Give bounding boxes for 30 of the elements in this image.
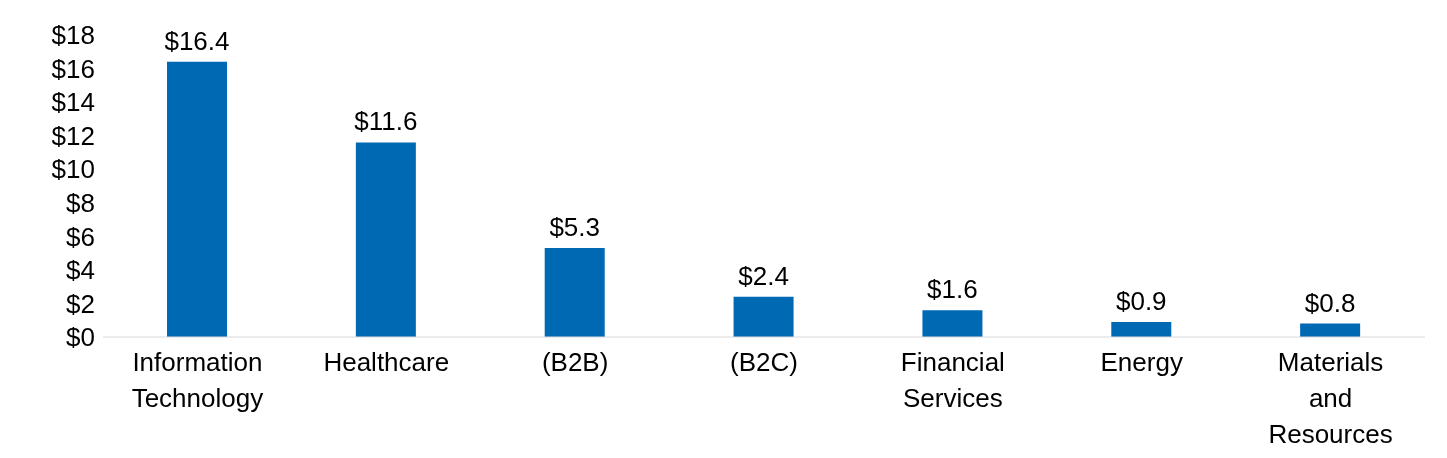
y-tick-label: $18 <box>51 20 95 51</box>
y-tick-label: $10 <box>51 154 95 185</box>
bar <box>1111 321 1172 337</box>
data-label: $2.4 <box>738 260 789 291</box>
y-tick-label: $6 <box>66 221 95 252</box>
x-tick-label: (B2C) <box>730 347 798 377</box>
y-tick-label: $4 <box>66 255 95 286</box>
bar <box>167 61 227 337</box>
y-tick-label: $2 <box>66 288 95 319</box>
data-label: $11.6 <box>354 106 418 137</box>
x-tick-label: (B2B) <box>541 347 609 377</box>
data-label: $1.6 <box>927 274 978 305</box>
bar <box>922 310 983 337</box>
data-label: $0.9 <box>1115 285 1167 316</box>
y-tick-label: $16 <box>51 53 95 84</box>
bar <box>544 248 605 337</box>
bar <box>733 296 794 337</box>
y-tick-label: $0 <box>66 322 95 353</box>
data-label: $0.8 <box>1304 287 1356 318</box>
x-tick-label: Materials and Resources <box>1268 347 1393 449</box>
x-tick-label: Energy <box>1100 347 1183 377</box>
x-tick-label: Healthcare <box>323 347 450 377</box>
data-label: $5.3 <box>549 212 601 243</box>
x-tick-label: Information Technology <box>131 347 264 413</box>
bar <box>355 142 416 337</box>
x-tick-label: Financial Services <box>900 347 1005 413</box>
data-label: $16.4 <box>164 25 230 56</box>
y-tick-label: $14 <box>51 87 95 118</box>
y-tick-label: $12 <box>51 120 95 151</box>
y-tick-label: $8 <box>66 188 95 219</box>
